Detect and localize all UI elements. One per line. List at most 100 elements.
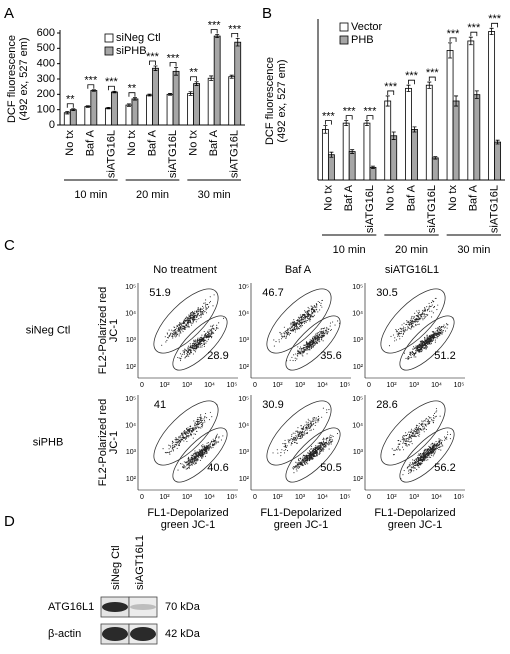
- dot: [446, 327, 448, 329]
- dot: [296, 430, 298, 432]
- dot: [410, 431, 413, 433]
- dot: [401, 330, 403, 332]
- y-axis-label: DCF fluorescence: [264, 57, 276, 145]
- dot: [403, 331, 405, 333]
- dot: [321, 330, 323, 332]
- dot: [334, 324, 336, 326]
- group-label: 30 min: [198, 189, 231, 201]
- dot: [209, 411, 211, 413]
- dot: [317, 311, 319, 313]
- dot: [299, 432, 301, 434]
- dot: [176, 444, 178, 446]
- dot: [204, 453, 206, 455]
- dot: [291, 321, 294, 323]
- dot: [194, 450, 196, 452]
- dot: [315, 303, 317, 305]
- dot: [311, 310, 313, 312]
- dot: [204, 305, 207, 307]
- dot: [276, 449, 278, 451]
- dot: [325, 441, 328, 444]
- dot: [203, 446, 205, 448]
- dot: [322, 450, 324, 452]
- dot: [404, 442, 406, 445]
- dot: [195, 457, 197, 459]
- dot: [187, 466, 190, 468]
- dot: [187, 321, 189, 324]
- dot: [306, 428, 308, 430]
- dot: [417, 314, 419, 316]
- dot: [425, 417, 427, 419]
- dot: [212, 444, 214, 446]
- dot: [215, 443, 217, 445]
- dot: [178, 335, 180, 337]
- dot: [285, 330, 287, 332]
- dot: [321, 306, 323, 308]
- x-tick-label: 10²: [159, 494, 170, 501]
- dot: [433, 450, 435, 452]
- error-bar: [344, 120, 349, 127]
- dot: [418, 350, 420, 352]
- dot: [317, 336, 319, 338]
- dot: [203, 418, 205, 420]
- dot: [183, 440, 185, 442]
- dot: [441, 327, 443, 329]
- dot: [418, 309, 420, 311]
- dot: [415, 432, 417, 434]
- significance-label: ***: [228, 23, 242, 35]
- dot: [201, 419, 204, 421]
- dot: [328, 441, 330, 443]
- dot: [208, 419, 210, 421]
- dot: [437, 304, 439, 306]
- dot: [444, 438, 447, 440]
- dot: [210, 325, 212, 327]
- dot: [403, 322, 405, 324]
- dot: [174, 334, 176, 336]
- dot: [182, 434, 184, 436]
- dot: [326, 326, 328, 328]
- dot: [426, 335, 428, 337]
- dot: [172, 333, 174, 335]
- dot: [430, 444, 432, 446]
- dot: [315, 333, 317, 335]
- significance-label: **: [189, 67, 198, 79]
- dot: [412, 319, 414, 321]
- dot: [296, 328, 298, 330]
- error-bar: [350, 149, 355, 154]
- dot: [302, 460, 304, 462]
- dot: [179, 435, 181, 437]
- dot: [305, 462, 307, 464]
- dot: [284, 443, 286, 445]
- dot: [317, 442, 319, 444]
- dot: [421, 420, 423, 422]
- y-tick-label: 10³: [353, 337, 364, 344]
- dot: [412, 317, 414, 320]
- dot: [328, 448, 330, 450]
- dot: [170, 446, 172, 448]
- dot: [436, 335, 439, 337]
- dot: [166, 339, 168, 342]
- dot: [439, 446, 441, 448]
- x-tick-label: Baf A: [405, 184, 417, 211]
- dot: [196, 422, 199, 424]
- dot: [399, 338, 401, 340]
- dot: [289, 332, 292, 335]
- dot: [183, 436, 185, 438]
- dot: [416, 457, 419, 459]
- dot: [310, 445, 313, 447]
- y-tick-label: 200: [37, 88, 55, 100]
- bar: [467, 40, 475, 181]
- dot: [314, 455, 316, 457]
- dot: [330, 441, 332, 443]
- dot: [305, 320, 307, 322]
- dot: [438, 334, 440, 336]
- dot: [293, 328, 295, 330]
- dot: [280, 452, 282, 454]
- x-tick-label: 10⁵: [454, 494, 465, 501]
- dot: [432, 417, 434, 419]
- bar: [446, 50, 454, 181]
- dot: [430, 451, 432, 453]
- dot: [440, 449, 442, 451]
- dot: [215, 328, 217, 330]
- dot: [194, 456, 196, 458]
- dot: [317, 333, 319, 335]
